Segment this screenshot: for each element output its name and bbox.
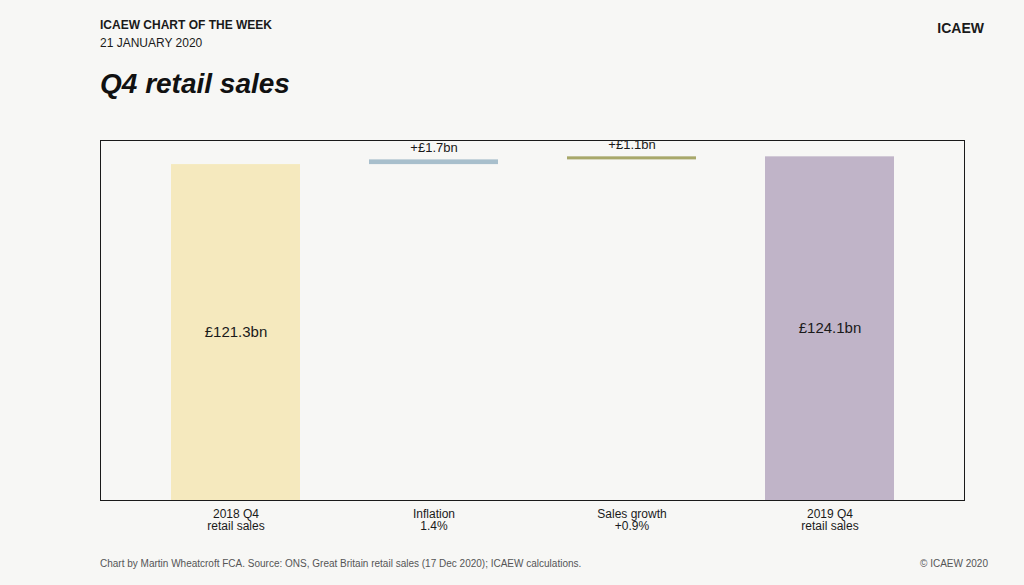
html-text:© ICAEW 2020: © ICAEW 2020 <box>920 558 988 569</box>
svg-text:£124.1bn: £124.1bn <box>799 319 862 336</box>
svg-text:£121.3bn: £121.3bn <box>205 323 268 340</box>
svg-text:+£1.1bn: +£1.1bn <box>608 137 655 152</box>
svg-text:2019 Q4retail sales: 2019 Q4retail sales <box>801 507 858 533</box>
html-text:Q4 retail sales: Q4 retail sales <box>100 68 290 99</box>
html-text:Chart by Martin Wheatcroft FCA: Chart by Martin Wheatcroft FCA. Source: … <box>100 558 582 569</box>
html-text:21 JANUARY 2020: 21 JANUARY 2020 <box>100 36 203 50</box>
svg-text:+£1.7bn: +£1.7bn <box>410 140 457 155</box>
html-text:ICAEW: ICAEW <box>937 20 984 36</box>
html-text:ICAEW CHART OF THE WEEK: ICAEW CHART OF THE WEEK <box>100 18 272 32</box>
svg-text:2018 Q4retail sales: 2018 Q4retail sales <box>207 507 264 533</box>
svg-text:Sales growth+0.9%: Sales growth+0.9% <box>597 507 666 533</box>
svg-text:Inflation1.4%: Inflation1.4% <box>413 507 455 533</box>
